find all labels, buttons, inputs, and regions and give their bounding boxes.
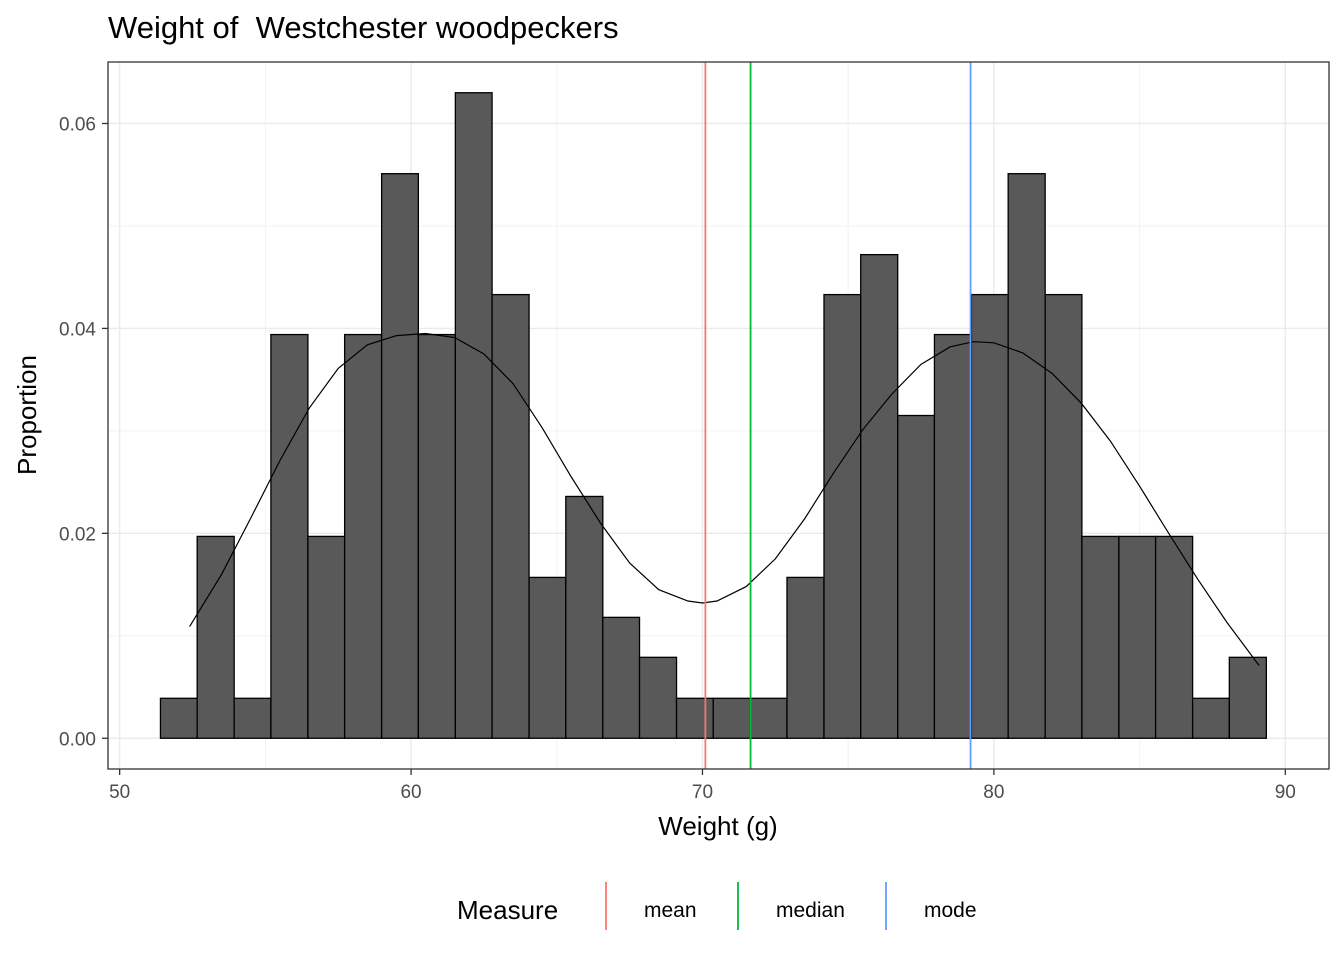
legend-label-median: median	[776, 899, 845, 922]
y-tick-label: 0.06	[59, 114, 96, 135]
histogram-bar	[159, 697, 198, 739]
histogram-bar	[602, 616, 641, 739]
histogram-bar	[343, 333, 383, 739]
density-curve-layer	[189, 332, 1260, 666]
histogram-bar	[565, 495, 604, 739]
y-tick-label: 0.02	[59, 524, 96, 545]
plot-panel-border	[107, 61, 1330, 770]
histogram-bar	[196, 535, 235, 739]
axes: 50 60 70 80 90 0.00 0.02 0.04 0.06	[59, 114, 1296, 803]
histogram-bar	[417, 333, 457, 739]
histogram-bar	[897, 414, 936, 739]
chart-title: Weight of Westchester woodpeckers	[108, 10, 619, 45]
histogram-bar	[675, 697, 714, 739]
x-tick-label: 90	[1275, 782, 1296, 803]
histogram-bar	[1154, 535, 1194, 739]
histogram-bar	[786, 576, 825, 739]
reference-lines	[704, 62, 972, 769]
y-axis-title: Proportion	[12, 355, 42, 475]
histogram-bar	[823, 293, 862, 739]
histogram-bar	[1044, 293, 1083, 739]
histogram-bar	[1007, 173, 1046, 739]
histogram-bar	[712, 697, 751, 739]
legend-title: Measure	[457, 895, 558, 925]
histogram-bars	[159, 92, 1267, 739]
histogram-bar	[454, 92, 493, 739]
density-curve	[189, 332, 1260, 666]
x-axis-title: Weight (g)	[658, 811, 777, 841]
legend-label-mean: mean	[644, 899, 697, 922]
legend-label-mode: mode	[924, 899, 977, 922]
histogram-bar	[1118, 535, 1157, 739]
histogram-bar	[1191, 697, 1230, 739]
histogram-bar	[749, 697, 788, 739]
histogram-bar	[491, 293, 530, 739]
x-tick-label: 70	[692, 782, 713, 803]
histogram-bar	[528, 576, 567, 739]
histogram-bar	[970, 293, 1009, 739]
histogram-bar	[1081, 535, 1120, 739]
histogram-bar	[380, 173, 419, 739]
x-tick-label: 60	[400, 782, 421, 803]
histogram-bar	[1228, 656, 1267, 739]
histogram-bar	[307, 535, 346, 739]
legend: Measure mean median mode	[457, 882, 977, 930]
y-tick-label: 0.04	[59, 319, 96, 340]
histogram-bar	[860, 253, 899, 739]
histogram-bar	[270, 333, 309, 739]
histogram-bar	[638, 656, 678, 739]
histogram-bar	[233, 697, 272, 739]
histogram-bar	[933, 333, 973, 739]
y-tick-label: 0.00	[59, 729, 96, 750]
x-tick-label: 50	[109, 782, 130, 803]
x-tick-label: 80	[983, 782, 1004, 803]
